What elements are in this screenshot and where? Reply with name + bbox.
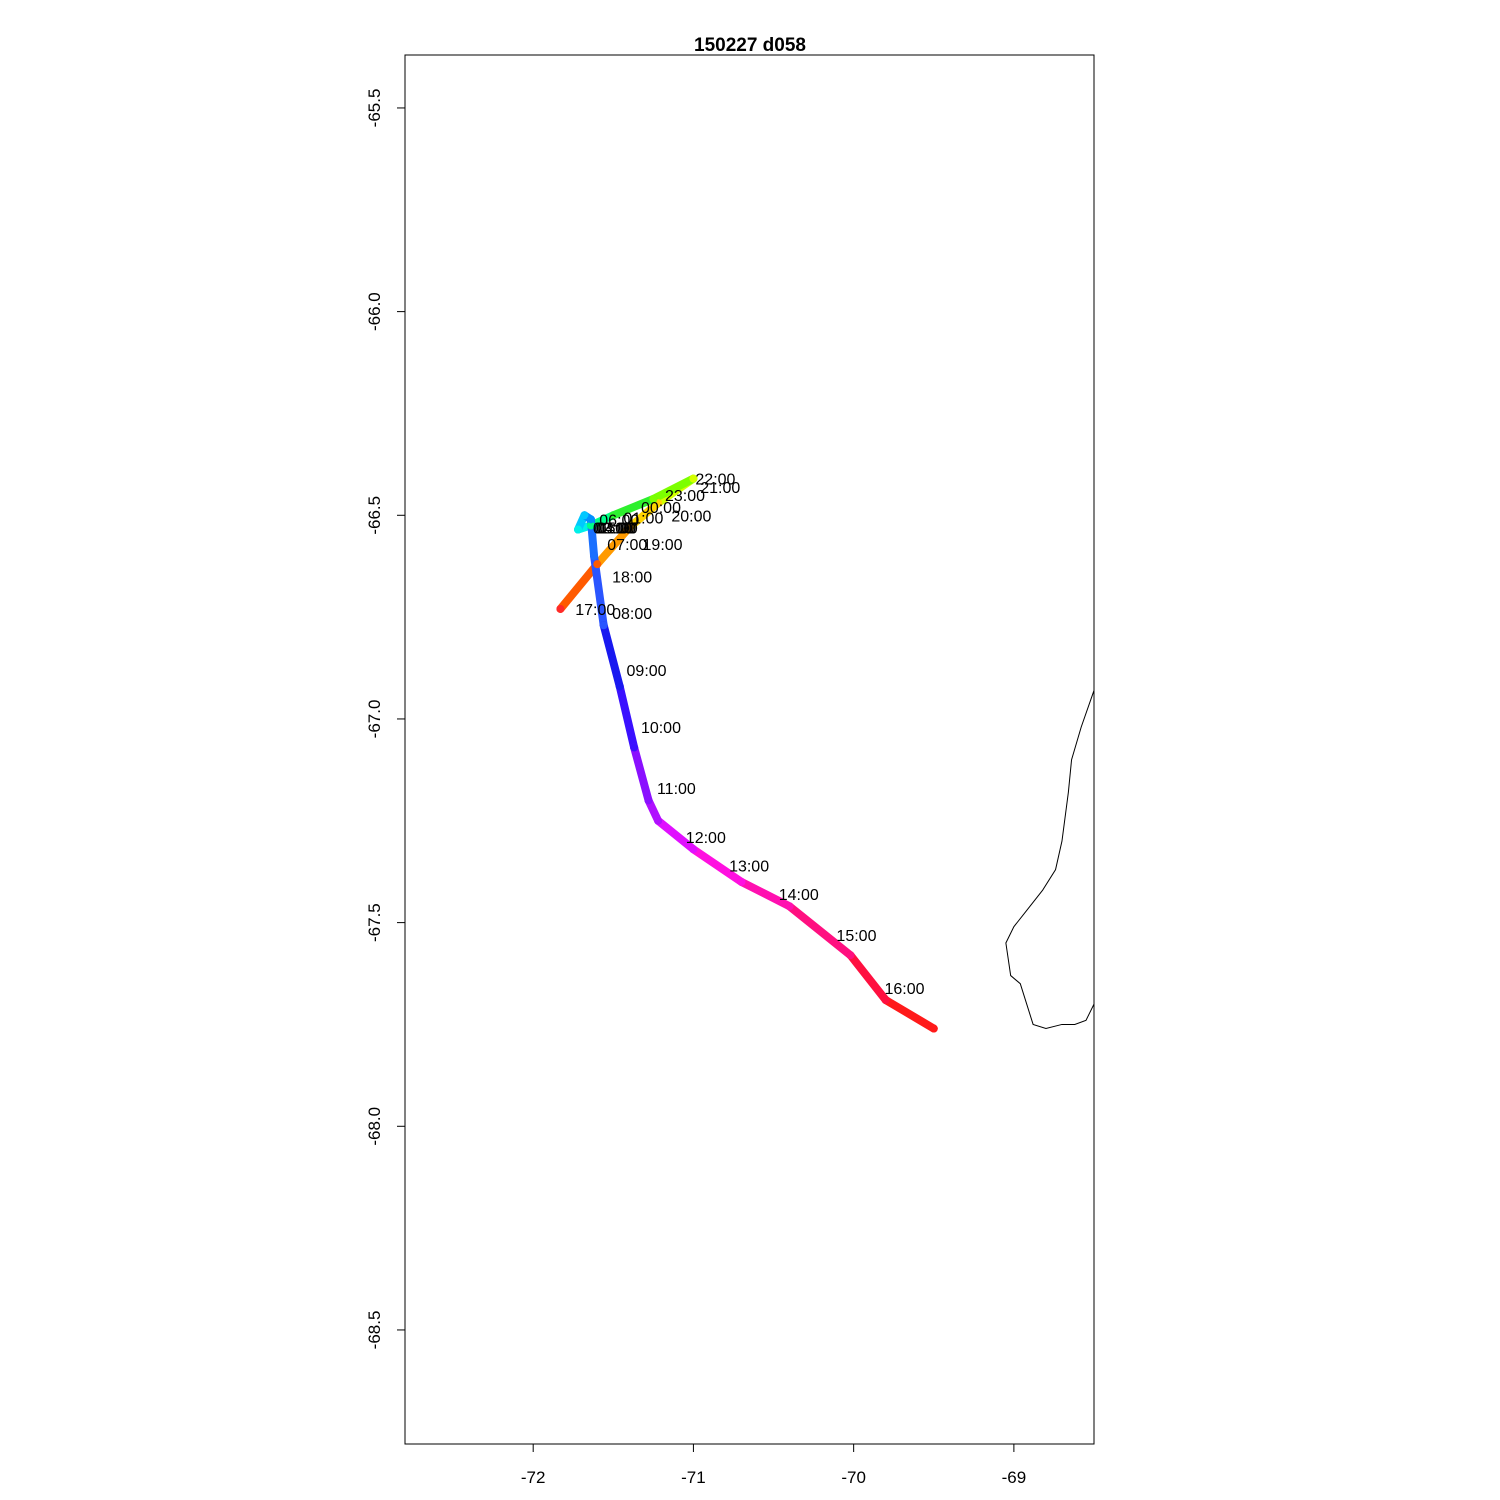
- track-segment: [630, 743, 653, 805]
- x-axis: -72 -71 -70 -69: [521, 1443, 1027, 1487]
- track-point: [785, 902, 794, 911]
- hour-label: 18:00: [612, 569, 652, 586]
- track-point: [689, 845, 698, 854]
- hour-label: 17:00: [575, 602, 615, 619]
- track-point: [609, 511, 618, 520]
- track-segment: [625, 499, 663, 532]
- hour-label: 19:00: [643, 537, 683, 554]
- track-point: [644, 796, 653, 805]
- hour-label: 04:00: [596, 521, 636, 538]
- y-tick-label: -66.5: [365, 496, 384, 535]
- hour-label: 08:00: [612, 606, 652, 623]
- track-point: [599, 621, 608, 630]
- hour-label: 16:00: [884, 981, 924, 998]
- hour-label: 05:00: [598, 521, 638, 538]
- track-point: [649, 494, 658, 503]
- track-segment: [609, 494, 658, 520]
- track-point: [574, 525, 583, 534]
- track-segment: [737, 877, 794, 911]
- hour-label: 10:00: [641, 720, 681, 737]
- track-segment: [654, 816, 698, 854]
- hour-label: 13:00: [729, 859, 769, 876]
- track-segment: [615, 682, 639, 752]
- hour-label: 20:00: [671, 508, 711, 525]
- hour-label: 14:00: [779, 887, 819, 904]
- hour-label: 21:00: [700, 480, 740, 497]
- hour-label: 02:00: [593, 521, 633, 538]
- hour-label: 07:00: [607, 537, 647, 554]
- hour-label: 06:00: [599, 512, 639, 529]
- track-point: [580, 511, 589, 520]
- coastline-layer: [1005, 690, 1094, 1030]
- ship-track-layer: [556, 474, 938, 1033]
- hour-label: 01:00: [623, 510, 663, 527]
- track-segment: [846, 951, 890, 1005]
- hour-label: 12:00: [686, 830, 726, 847]
- track-segment: [881, 996, 938, 1033]
- track-segment: [785, 902, 855, 960]
- track-point: [654, 816, 663, 825]
- track-segment: [599, 621, 624, 691]
- track-segment: [556, 560, 602, 613]
- track-point: [630, 743, 639, 752]
- track-point: [615, 682, 624, 691]
- track-point: [590, 552, 599, 561]
- track-point: [737, 877, 746, 886]
- hour-label: 22:00: [695, 472, 735, 489]
- x-tick-label: -72: [521, 1468, 546, 1487]
- track-segment: [689, 845, 746, 886]
- coastline-line: [1005, 690, 1094, 1030]
- x-tick-label: -70: [841, 1468, 866, 1487]
- x-tick-label: -69: [1002, 1468, 1027, 1487]
- track-point: [593, 560, 602, 569]
- hour-label: 09:00: [627, 663, 667, 680]
- plot-title: 150227 d058: [694, 35, 806, 56]
- hour-label: 23:00: [665, 488, 705, 505]
- y-tick-label: -67.0: [365, 700, 384, 739]
- track-point: [846, 951, 855, 960]
- y-tick-label: -68.5: [365, 1311, 384, 1350]
- y-tick-label: -67.5: [365, 903, 384, 942]
- track-point: [586, 521, 595, 530]
- hour-label: 15:00: [836, 928, 876, 945]
- track-point: [929, 1024, 938, 1033]
- plot-frame: [404, 54, 1095, 1445]
- hour-label: 03:00: [594, 521, 634, 538]
- track-point: [881, 996, 890, 1005]
- track-point: [625, 523, 634, 532]
- track-point: [556, 604, 565, 613]
- y-axis: -65.5 -66.0 -66.5 -67.0 -67.5 -68.0 -68.5: [365, 89, 406, 1350]
- hour-label: 00:00: [641, 500, 681, 517]
- y-tick-label: -65.5: [365, 89, 384, 128]
- track-segment: [649, 474, 698, 503]
- hour-label: 11:00: [657, 781, 696, 798]
- track-point: [586, 515, 595, 524]
- x-tick-label: -71: [681, 1468, 706, 1487]
- track-segment: [593, 523, 634, 569]
- y-tick-label: -68.0: [365, 1107, 384, 1146]
- y-tick-label: -66.0: [365, 292, 384, 331]
- track-point: [689, 474, 698, 483]
